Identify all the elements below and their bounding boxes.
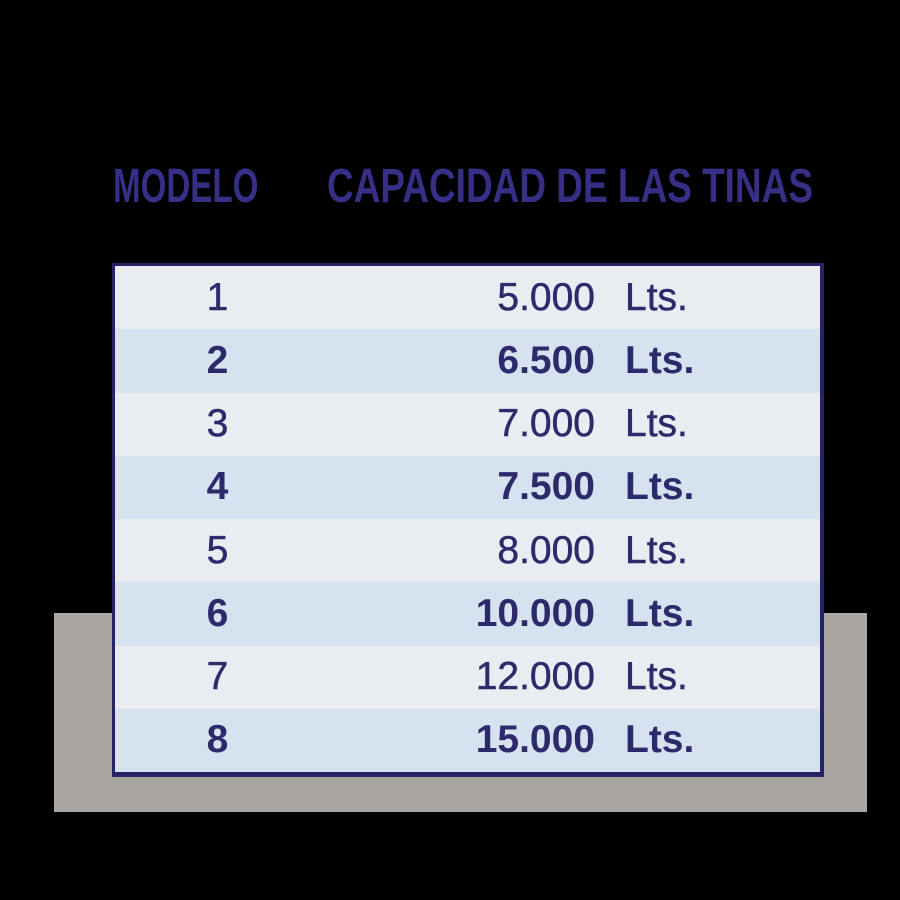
- table-row: 6 10.000 Lts.: [115, 582, 820, 646]
- capacity-unit: Lts.: [625, 591, 695, 635]
- model-number: 3: [206, 402, 229, 446]
- table-row: 5 8.000 Lts.: [115, 519, 820, 583]
- table-row: 3 7.000 Lts.: [115, 392, 820, 456]
- capacity-table: 1 5.000 Lts. 2 6.500 Lts. 3 7.000 Lts. 4…: [112, 263, 824, 777]
- capacity-value: 12.000: [475, 655, 595, 699]
- model-number: 5: [206, 528, 229, 572]
- model-number: 8: [206, 718, 229, 762]
- capacity-value: 7.500: [497, 465, 595, 509]
- capacity-value: 6.500: [497, 338, 595, 382]
- capacity-unit: Lts.: [625, 528, 688, 572]
- capacity-value: 7.000: [497, 402, 595, 446]
- capacity-unit: Lts.: [625, 402, 688, 446]
- table-row: 7 12.000 Lts.: [115, 645, 820, 709]
- column-header-capacidad: CAPACIDAD DE LAS TINAS: [327, 160, 813, 213]
- model-number: 1: [206, 275, 229, 319]
- model-number: 2: [206, 338, 229, 382]
- capacity-value: 10.000: [475, 591, 595, 635]
- capacity-unit: Lts.: [625, 655, 688, 699]
- capacity-value: 8.000: [497, 528, 595, 572]
- capacity-value: 15.000: [475, 718, 595, 762]
- model-number: 6: [206, 591, 229, 635]
- table-row: 2 6.500 Lts.: [115, 329, 820, 393]
- capacity-value: 5.000: [497, 275, 595, 319]
- capacity-unit: Lts.: [625, 718, 695, 762]
- capacity-unit: Lts.: [625, 465, 695, 509]
- capacity-unit: Lts.: [625, 275, 688, 319]
- table-row: 1 5.000 Lts.: [115, 266, 820, 330]
- capacity-unit: Lts.: [625, 338, 695, 382]
- table-row: 4 7.500 Lts.: [115, 455, 820, 519]
- model-number: 4: [206, 465, 229, 509]
- table-row: 8 15.000 Lts.: [115, 708, 820, 772]
- model-number: 7: [206, 655, 229, 699]
- column-header-modelo: MODELO: [113, 160, 259, 213]
